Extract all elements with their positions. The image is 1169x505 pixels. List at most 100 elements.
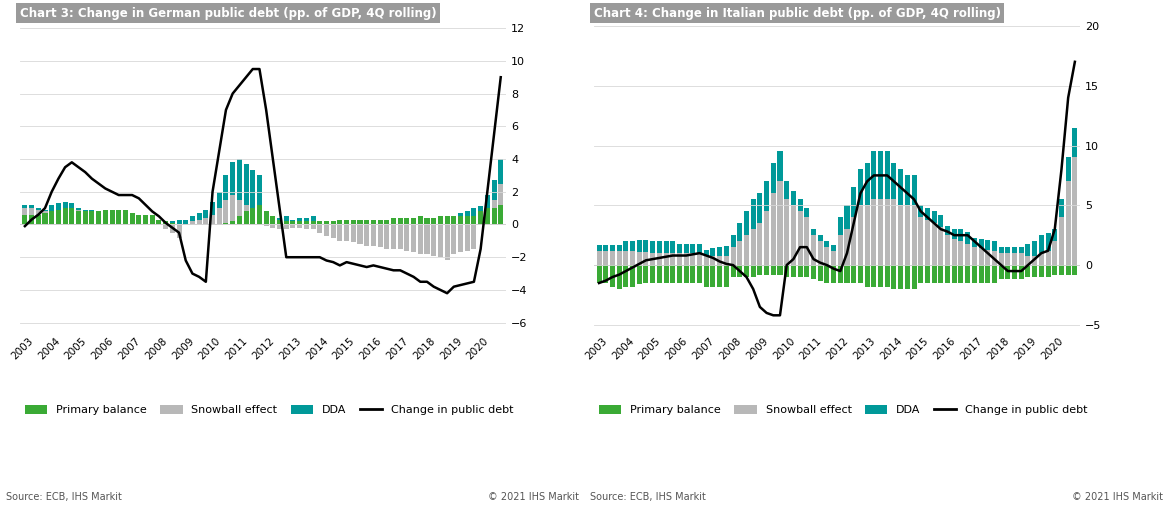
Bar — [223, 175, 228, 200]
Bar — [743, 265, 749, 277]
Bar — [966, 265, 970, 283]
Bar — [177, 220, 181, 225]
Bar — [905, 265, 909, 289]
Bar — [777, 152, 782, 181]
Legend: Primary balance, Snowball effect, DDA, Change in public debt: Primary balance, Snowball effect, DDA, C… — [25, 405, 513, 415]
Bar — [498, 159, 503, 184]
Bar — [952, 239, 956, 265]
Bar — [290, 220, 296, 225]
Change in public debt — [592, 280, 606, 286]
Bar — [1018, 253, 1024, 265]
Bar — [438, 225, 443, 257]
Bar — [770, 193, 776, 265]
Bar — [371, 221, 376, 225]
Bar — [1025, 243, 1031, 256]
Bar — [36, 208, 41, 210]
Bar — [385, 225, 389, 249]
Bar — [177, 225, 181, 237]
Bar — [29, 215, 34, 225]
Bar — [243, 205, 249, 225]
Bar — [257, 205, 262, 225]
Bar — [603, 245, 608, 251]
Bar — [404, 225, 409, 250]
Bar — [1032, 256, 1037, 265]
Change in public debt — [346, 261, 360, 267]
Bar — [765, 211, 769, 265]
Bar — [485, 208, 490, 225]
Bar — [250, 171, 255, 212]
Bar — [216, 208, 222, 225]
Bar — [444, 225, 450, 261]
Bar — [431, 225, 436, 256]
Bar — [164, 225, 168, 229]
Bar — [677, 253, 682, 265]
Text: © 2021 IHS Markit: © 2021 IHS Markit — [487, 492, 579, 502]
Bar — [1039, 253, 1044, 265]
Bar — [331, 221, 336, 225]
Bar — [491, 200, 497, 225]
Bar — [838, 235, 843, 265]
Bar — [96, 212, 102, 225]
Bar — [250, 212, 255, 225]
Bar — [103, 210, 108, 225]
Bar — [697, 253, 703, 265]
Bar — [351, 220, 355, 225]
Bar — [36, 210, 41, 225]
Bar — [978, 239, 983, 248]
Change in public debt — [292, 254, 306, 260]
Bar — [63, 208, 68, 225]
Bar — [284, 221, 289, 225]
Bar — [691, 265, 696, 283]
Bar — [844, 229, 850, 265]
Bar — [110, 213, 115, 225]
Bar — [664, 253, 669, 265]
Bar — [137, 216, 141, 218]
Bar — [939, 227, 943, 265]
Bar — [184, 220, 188, 225]
Bar — [264, 212, 269, 225]
Bar — [324, 225, 328, 236]
Bar — [724, 246, 729, 256]
Bar — [451, 216, 456, 225]
Bar — [871, 152, 877, 199]
Bar — [1025, 265, 1031, 277]
Change in public debt — [466, 279, 480, 285]
Bar — [29, 205, 34, 208]
Bar — [338, 220, 343, 225]
Bar — [110, 210, 115, 225]
Bar — [36, 215, 41, 225]
Bar — [471, 216, 477, 225]
Bar — [485, 212, 490, 225]
Bar — [137, 218, 141, 225]
Bar — [378, 220, 382, 225]
Bar — [56, 212, 61, 225]
Bar — [1012, 253, 1017, 265]
Bar — [351, 221, 355, 225]
Bar — [210, 201, 215, 215]
Bar — [865, 265, 870, 287]
Bar — [932, 223, 936, 265]
Bar — [390, 225, 396, 249]
Bar — [711, 265, 715, 287]
Bar — [952, 265, 956, 283]
Bar — [170, 223, 175, 225]
Bar — [270, 216, 276, 225]
Text: Chart 3: Change in German public debt (pp. of GDP, 4Q rolling): Chart 3: Change in German public debt (p… — [20, 7, 436, 20]
Bar — [49, 205, 54, 213]
Change in public debt — [900, 190, 914, 196]
Bar — [297, 218, 302, 225]
Bar — [797, 265, 803, 277]
Bar — [804, 208, 809, 217]
Bar — [985, 265, 990, 283]
Bar — [338, 225, 343, 241]
Bar — [824, 241, 830, 247]
Bar — [791, 206, 796, 265]
Bar — [1045, 265, 1051, 277]
Bar — [878, 152, 883, 199]
Bar — [378, 225, 382, 247]
Bar — [1032, 265, 1037, 277]
Bar — [216, 192, 222, 208]
Bar — [978, 265, 983, 283]
Bar — [83, 210, 88, 212]
Bar — [371, 220, 376, 225]
